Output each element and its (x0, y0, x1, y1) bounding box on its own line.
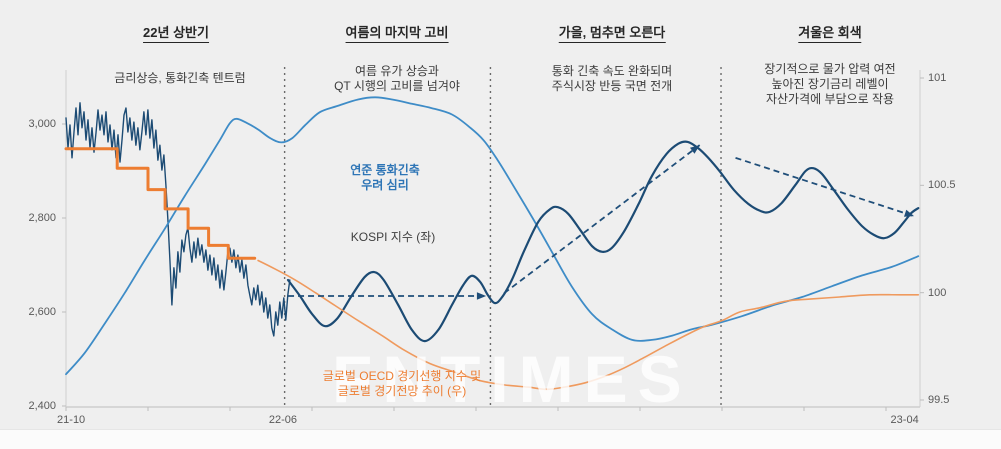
section-title-4: 겨울은 회색 (798, 22, 862, 43)
series-oecd-leading-index (257, 259, 920, 391)
section-body-1: 금리상승, 통화긴축 텐트럼 (114, 71, 246, 85)
section-title-2: 여름의 마지막 고비 (345, 22, 449, 43)
series-kospi-actual (65, 102, 291, 337)
right-axis-label: 99.5 (928, 394, 950, 406)
watermark: FNTIMES (332, 342, 692, 416)
section-body-3: 통화 긴축 속도 완화되며 주식시장 반등 국면 전개 (551, 64, 673, 93)
section-title-3: 가을, 멈추면 오른다 (558, 22, 666, 43)
section-title-1: 22년 상반기 (143, 22, 209, 43)
oecd-series-label: 글로벌 OECD 경기선행 지수 및 글로벌 경기전망 추이 (우) (322, 369, 482, 398)
series-kospi-projection (286, 140, 920, 343)
bottom-strip (0, 429, 1001, 449)
sideways-arrow-head (476, 292, 487, 300)
drift-down-arrow-head (904, 209, 915, 217)
left-axis-label: 2,800 (28, 212, 56, 224)
x-axis-label: 23-04 (890, 414, 919, 426)
section-body-4: 장기적으로 물가 압력 여전 높아진 장기금리 레벨이 자산가격에 부담으로 작… (764, 62, 896, 106)
drift-down-arrow (735, 156, 915, 217)
series-policy-rate-steps (64, 147, 257, 260)
left-axis-label: 2,600 (28, 306, 56, 318)
right-axis-label: 100 (928, 286, 947, 299)
series-fed-tightening-sentiment (65, 96, 920, 376)
rebound-arrow (503, 144, 701, 294)
right-axis-label: 100.5 (928, 179, 956, 192)
x-axis-label: 21-10 (57, 414, 86, 426)
rebound-arrow-head (690, 145, 700, 154)
left-axis-label: 2,400 (28, 400, 56, 412)
x-axis-label: 22-06 (268, 414, 297, 426)
section-body-2: 여름 유가 상승과 QT 시행의 고비를 넘겨야 (334, 64, 460, 93)
fed-sentiment-label: 연준 통화긴축 우려 심리 (350, 163, 420, 192)
right-axis-label: 101 (928, 72, 947, 84)
left-axis-label: 3,000 (28, 118, 56, 130)
kospi-series-label: KOSPI 지수 (좌) (350, 230, 436, 244)
